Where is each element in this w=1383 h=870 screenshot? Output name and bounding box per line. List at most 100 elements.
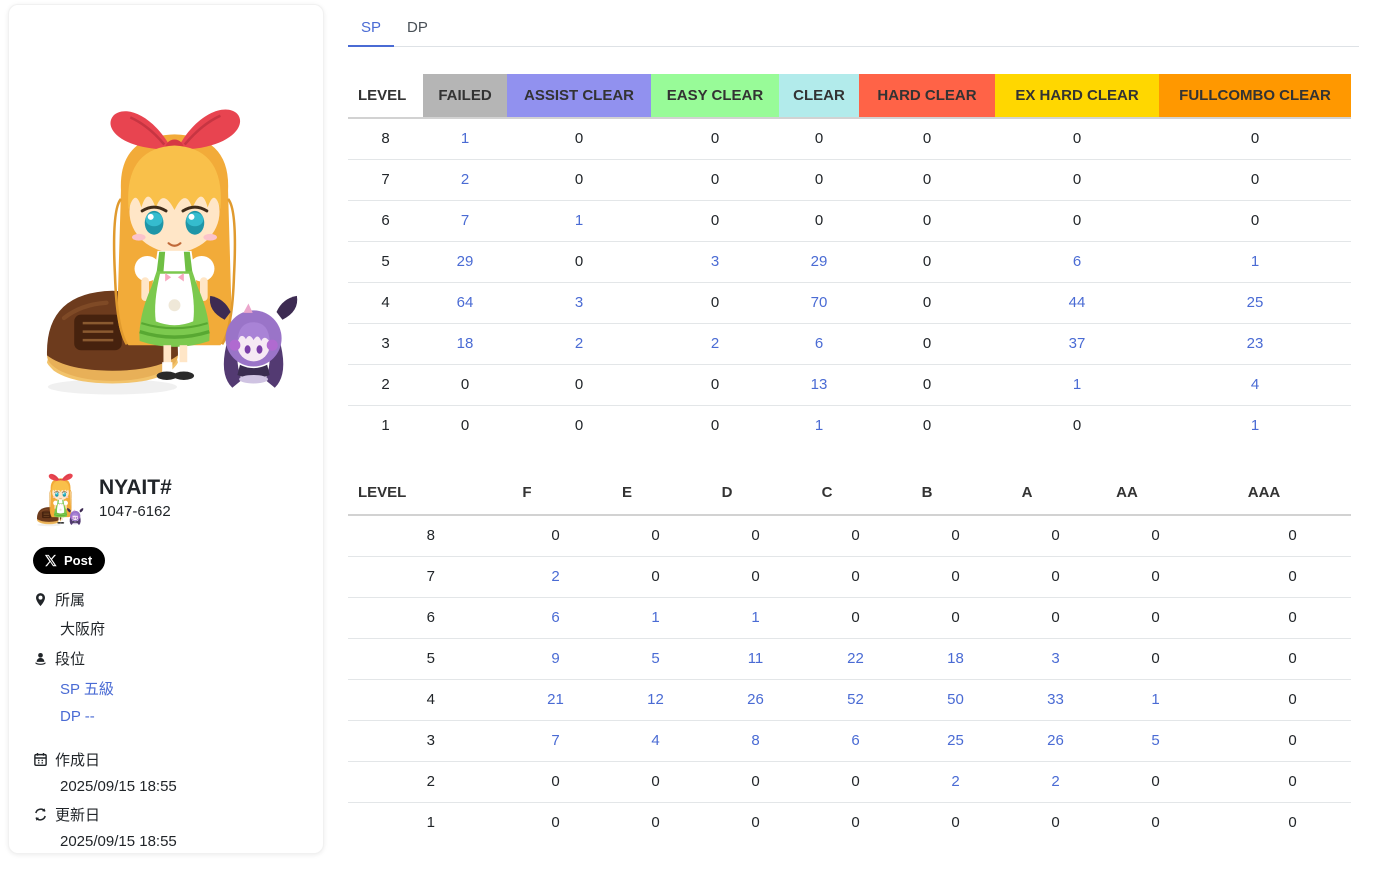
count-link[interactable]: 26 [747,691,764,708]
count-link[interactable]: 4 [651,732,660,749]
count-link[interactable]: 2 [460,171,470,188]
count-link[interactable]: 22 [847,650,864,667]
count-cell: 18 [877,637,977,679]
x-logo-icon [44,554,57,567]
count-link[interactable]: 1 [651,609,660,626]
count-link[interactable]: 1 [1151,691,1160,708]
count-cell: 6 [779,322,859,364]
player-name: NYAIT# [99,475,172,499]
level-cell: 1 [348,404,423,446]
count-cell: 0 [814,130,824,148]
count-link[interactable]: 29 [456,253,474,270]
count-link[interactable]: 6 [1072,253,1082,270]
level-cell: 5 [348,240,423,282]
count-cell: 0 [1072,130,1082,148]
count-link[interactable]: 33 [1047,691,1064,708]
dan-label: 段位 [55,651,86,668]
count-link[interactable]: 6 [814,335,824,352]
count-link[interactable]: 1 [574,212,584,229]
count-cell: 37 [995,322,1159,364]
count-cell: 4 [1159,363,1351,405]
column-header: FULLCOMBO CLEAR [1159,74,1351,119]
column-header: EASY CLEAR [651,74,779,119]
count-cell: 0 [1077,801,1177,843]
count-link[interactable]: 25 [1246,294,1264,311]
tab-sp[interactable]: SP [348,10,395,47]
count-cell: 1 [779,404,859,446]
count-cell: 0 [1051,527,1060,545]
count-link[interactable]: 6 [551,609,560,626]
count-cell: 21 [477,678,577,720]
count-link[interactable]: 50 [947,691,964,708]
count-cell: 3 [977,637,1077,679]
count-cell: 2 [877,760,977,802]
count-link[interactable]: 21 [547,691,564,708]
tab-dp[interactable]: DP [407,19,428,36]
count-link[interactable]: 7 [551,732,560,749]
count-link[interactable]: 26 [1047,732,1064,749]
count-link[interactable]: 4 [1250,376,1260,393]
level-cell: 7 [348,158,423,200]
count-link[interactable]: 64 [456,294,474,311]
count-link[interactable]: 9 [551,650,560,667]
table-row: 5 29 0 3 29 0 6 1 [348,240,1351,282]
count-link[interactable]: 1 [460,130,470,148]
column-header: CLEAR [779,74,859,119]
count-cell: 1 [995,363,1159,405]
count-link[interactable]: 6 [851,732,860,749]
count-link[interactable]: 18 [456,335,474,352]
count-link[interactable]: 44 [1068,294,1086,311]
count-cell: 2 [977,760,1077,802]
count-link[interactable]: 2 [551,568,560,585]
count-link[interactable]: 13 [810,376,828,393]
dan-sp-link[interactable]: SP 五級 [60,681,114,698]
created-row: 作成日 [33,749,299,770]
count-link[interactable]: 52 [847,691,864,708]
dan-dp-link[interactable]: DP -- [60,708,95,725]
count-link[interactable]: 3 [710,253,720,270]
table-row: 4 64 3 0 70 0 44 25 [348,281,1351,323]
count-link[interactable]: 2 [1051,773,1060,790]
count-link[interactable]: 3 [1051,650,1060,667]
count-link[interactable]: 8 [751,732,760,749]
count-cell: 0 [877,801,977,843]
count-link[interactable]: 11 [747,650,764,667]
avatar [33,465,85,531]
count-cell: 25 [877,719,977,761]
count-link[interactable]: 18 [947,650,964,667]
level-cell: 4 [348,281,423,323]
created-label: 作成日 [55,752,101,769]
x-post-button[interactable]: Post [33,547,106,574]
refresh-icon [35,808,46,821]
count-link[interactable]: 12 [647,691,664,708]
count-link[interactable]: 5 [651,650,660,667]
count-link[interactable]: 3 [574,294,584,311]
count-link[interactable]: 29 [810,253,828,270]
count-cell: 0 [995,158,1159,200]
count-link[interactable]: 1 [751,609,760,626]
lamp-header-row: LEVEL FAILED ASSIST CLEAR EASY CLEAR CLEAR H… [348,74,1351,119]
count-link[interactable]: 1 [1072,376,1082,393]
affiliation-row: 所属 [33,589,299,610]
count-cell: 1 [1159,404,1351,446]
count-link[interactable]: 1 [814,417,824,435]
count-cell: 0 [651,281,779,323]
count-link[interactable]: 2 [574,335,584,352]
calendar-icon [34,752,47,767]
level-column-header: LEVEL [348,74,423,119]
count-link[interactable]: 1 [1250,417,1260,435]
count-link[interactable]: 2 [710,335,720,352]
count-link[interactable]: 5 [1151,732,1160,749]
count-link[interactable]: 7 [460,212,470,229]
count-link[interactable]: 2 [951,773,960,790]
count-cell: 0 [859,281,995,323]
count-link[interactable]: 37 [1068,335,1086,352]
count-cell: 0 [651,527,660,545]
count-link[interactable]: 23 [1246,335,1264,352]
count-link[interactable]: 1 [1250,253,1260,270]
count-link[interactable]: 25 [947,732,964,749]
count-link[interactable]: 70 [810,294,828,311]
